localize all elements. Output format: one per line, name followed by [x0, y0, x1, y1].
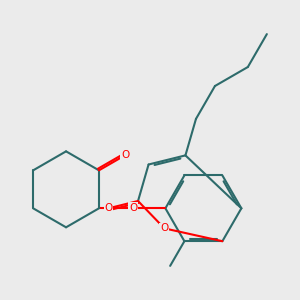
Text: O: O: [104, 203, 113, 213]
Text: O: O: [160, 224, 169, 233]
Text: O: O: [129, 203, 137, 213]
Text: O: O: [121, 150, 129, 160]
